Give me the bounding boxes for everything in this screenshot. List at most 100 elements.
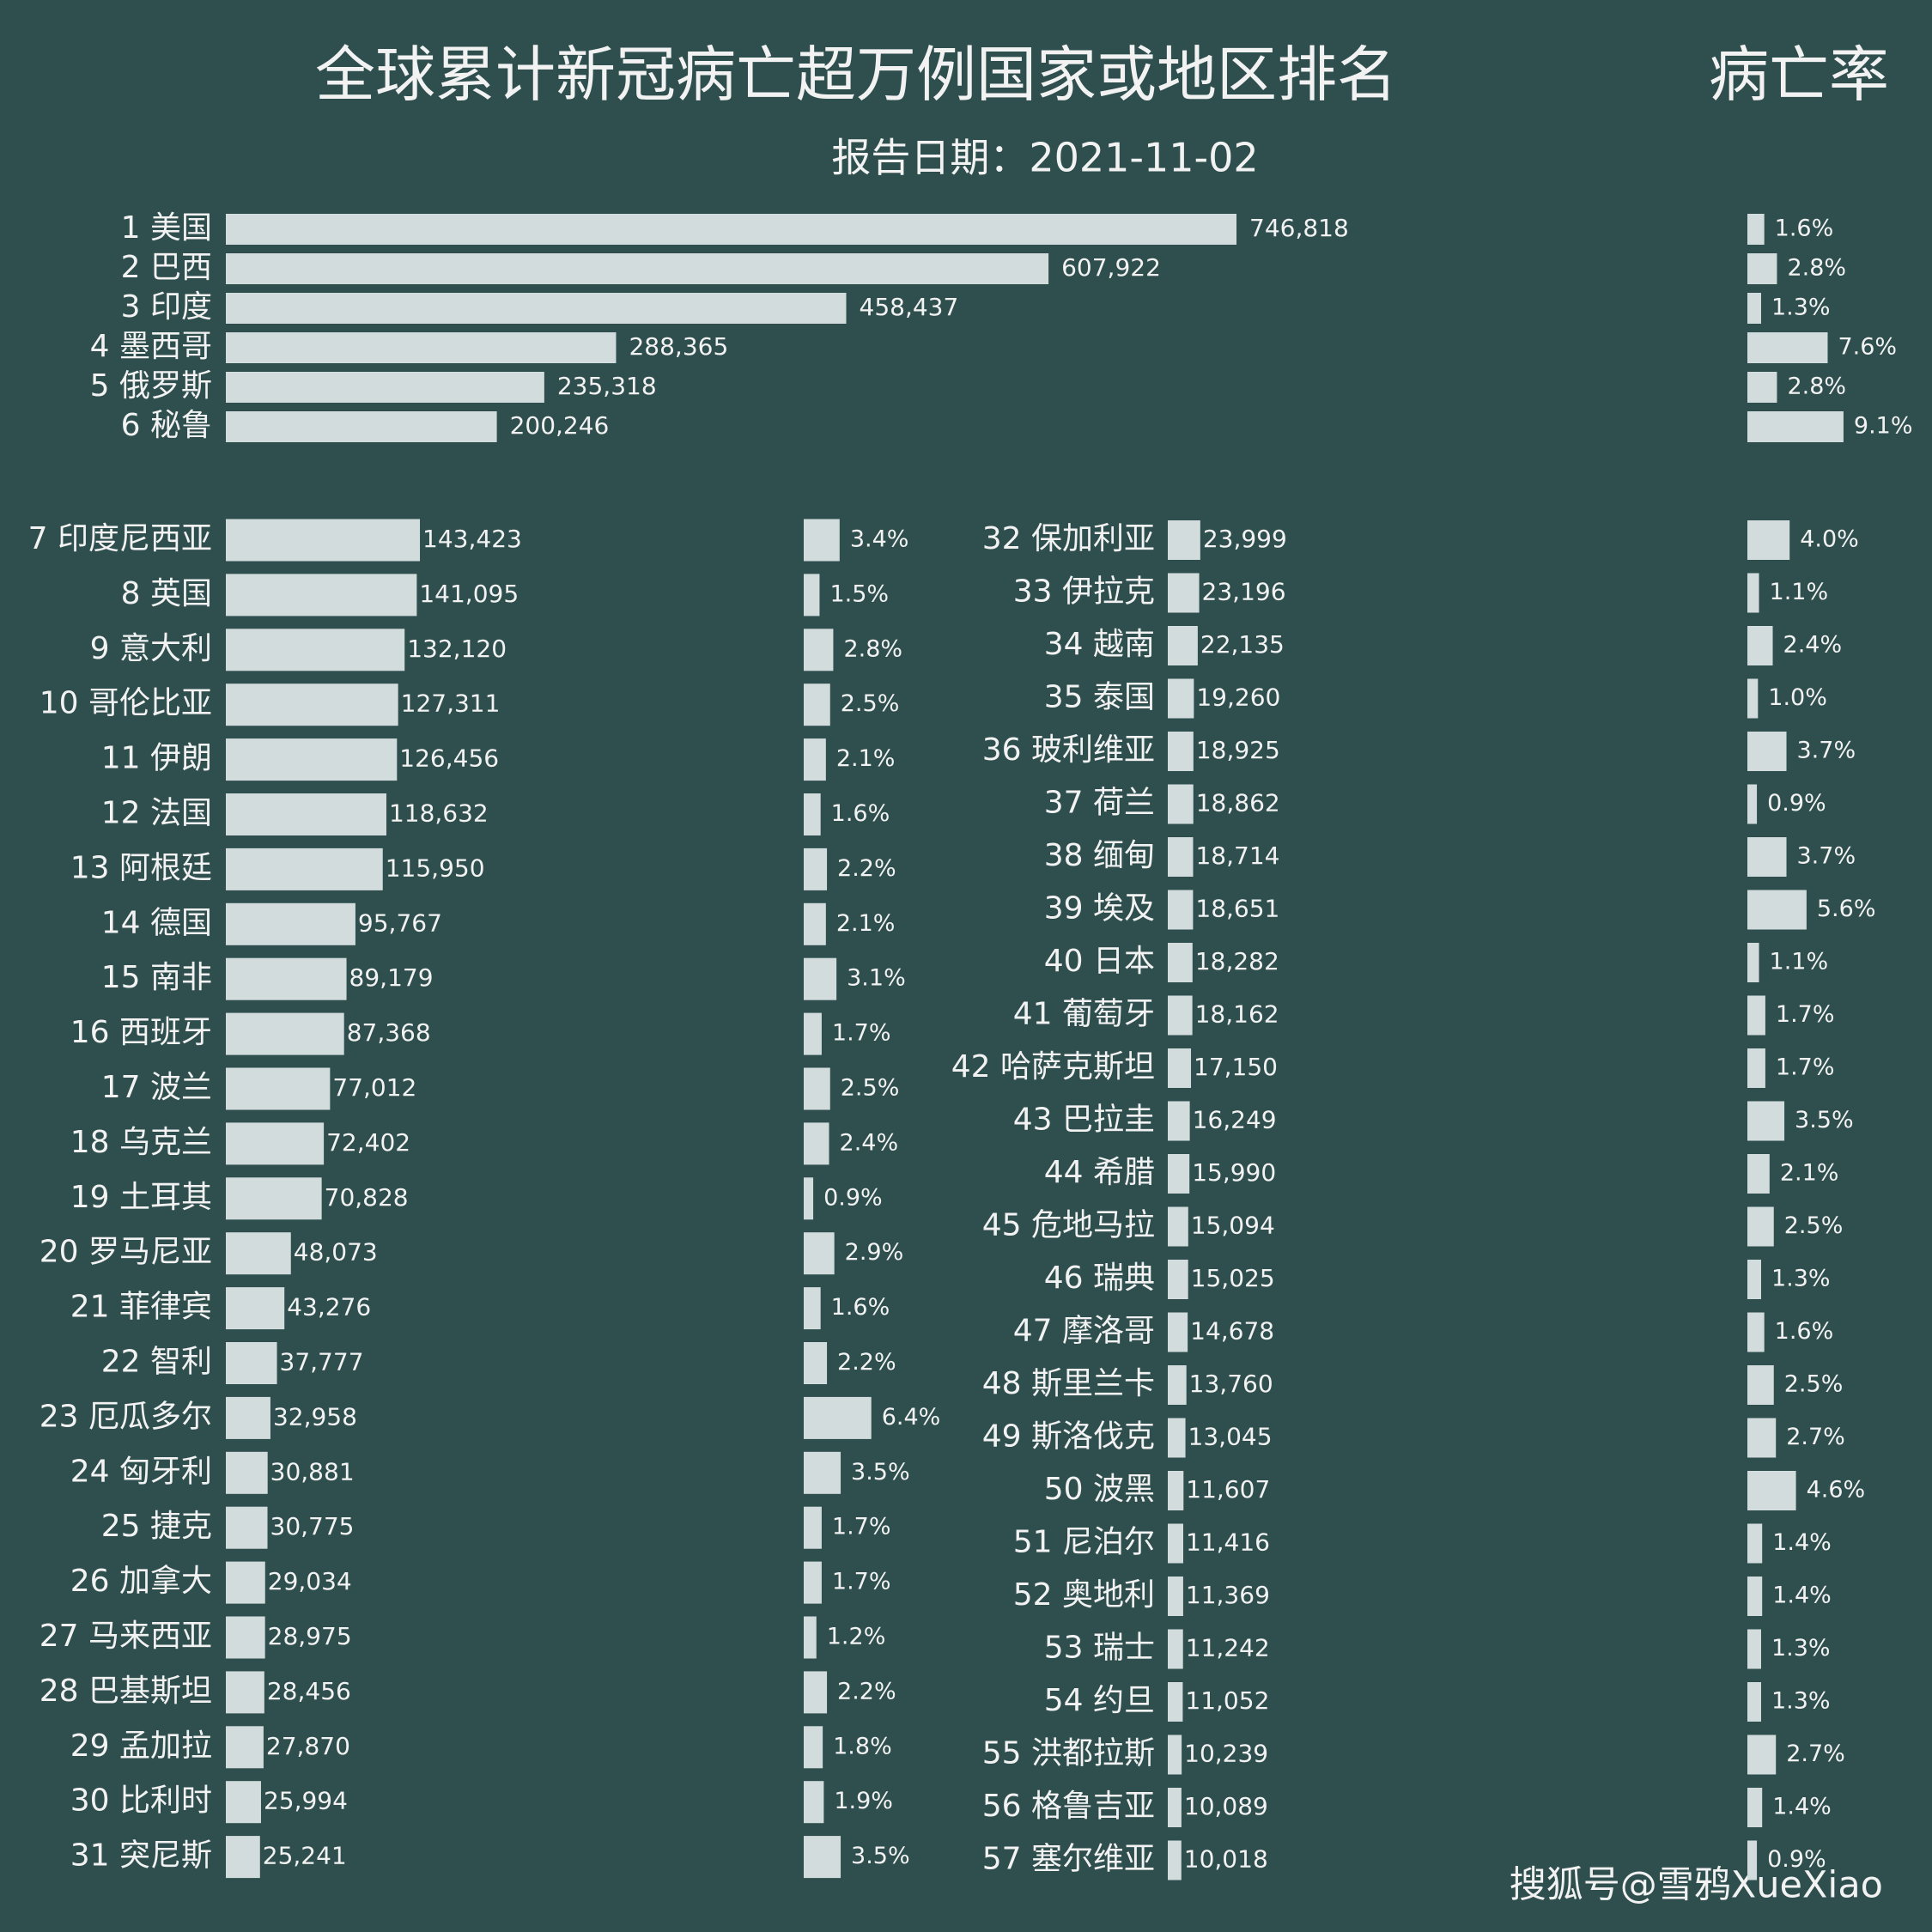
rate-bar — [804, 629, 834, 671]
death-bar — [1168, 1365, 1187, 1405]
death-label: 132,120 — [407, 635, 507, 663]
death-bar — [226, 957, 347, 1000]
rate-label: 1.7% — [1776, 1001, 1835, 1028]
death-bar — [226, 1561, 265, 1604]
category-label: 51 尼泊尔 — [1013, 1525, 1155, 1560]
rate-label: 4.0% — [1800, 526, 1859, 553]
rate-bar — [1747, 1101, 1785, 1141]
rate-bar — [1747, 1418, 1777, 1458]
rate-label: 2.5% — [841, 1075, 900, 1102]
rate-label: 3.5% — [851, 1843, 910, 1869]
rate-bar — [804, 1122, 829, 1165]
death-bar — [226, 683, 398, 726]
death-label: 11,052 — [1185, 1686, 1269, 1715]
category-label: 52 奥地利 — [1013, 1577, 1155, 1613]
rate-label: 1.7% — [1776, 1054, 1835, 1081]
death-label: 10,239 — [1184, 1740, 1268, 1768]
death-bar — [226, 629, 405, 671]
rate-label: 2.8% — [1787, 374, 1846, 400]
rate-label: 6.4% — [882, 1404, 941, 1431]
rate-label: 2.2% — [837, 1349, 896, 1376]
death-bar — [1168, 995, 1193, 1036]
death-bar — [1168, 1840, 1182, 1880]
rate-bar — [804, 1177, 814, 1220]
death-bar — [1168, 890, 1194, 930]
death-bar — [1168, 1048, 1192, 1088]
rate-bar — [1747, 1260, 1761, 1299]
rate-label: 1.6% — [831, 1294, 890, 1321]
category-label: 48 斯里兰卡 — [982, 1366, 1155, 1401]
rate-label: 2.7% — [1786, 1424, 1845, 1450]
rate-label: 3.7% — [1797, 843, 1856, 870]
category-label: 11 伊朗 — [101, 741, 212, 776]
rate-label: 1.9% — [834, 1788, 893, 1814]
rate-bar — [804, 1451, 841, 1494]
rate-label: 1.4% — [1772, 1583, 1832, 1609]
rate-label: 1.1% — [1770, 579, 1829, 605]
category-label: 49 斯洛伐克 — [982, 1419, 1155, 1455]
category-label: 54 约旦 — [1044, 1683, 1155, 1718]
death-bar — [1168, 1312, 1188, 1352]
category-label: 57 塞尔维亚 — [982, 1842, 1155, 1877]
rate-label: 1.3% — [1771, 1688, 1831, 1715]
death-label: 70,828 — [325, 1183, 409, 1212]
category-label: 23 厄瓜多尔 — [39, 1399, 212, 1434]
death-label: 77,012 — [332, 1073, 416, 1102]
rate-label: 1.3% — [1771, 1635, 1831, 1662]
chart-title: 全球累计新冠病亡超万例国家或地区排名 — [315, 39, 1397, 110]
rate-label: 3.1% — [847, 965, 906, 992]
category-label: 10 哥伦比亚 — [39, 686, 212, 721]
death-label: 13,045 — [1188, 1423, 1273, 1451]
death-bar — [226, 1506, 268, 1549]
rate-bar — [1747, 332, 1828, 363]
category-label: 3 印度 — [121, 289, 212, 325]
rate-bar — [804, 738, 826, 781]
death-bar — [226, 519, 421, 562]
death-label: 115,950 — [386, 854, 485, 882]
rate-label: 2.5% — [1784, 1212, 1844, 1239]
category-label: 16 西班牙 — [70, 1015, 212, 1050]
death-label: 19,260 — [1196, 683, 1280, 712]
rate-label: 1.6% — [1775, 216, 1834, 242]
death-label: 28,975 — [268, 1622, 352, 1650]
rate-label: 1.3% — [1771, 295, 1831, 321]
category-label: 5 俄罗斯 — [90, 368, 212, 404]
category-label: 29 孟加拉 — [70, 1728, 212, 1764]
rate-label: 2.1% — [1780, 1160, 1839, 1187]
death-bar — [226, 1012, 344, 1055]
death-bar — [226, 214, 1236, 245]
rate-label: 9.1% — [1854, 413, 1913, 440]
rate-bar — [1747, 1154, 1770, 1194]
category-label: 12 法国 — [101, 796, 212, 831]
rate-label: 2.5% — [1784, 1371, 1844, 1398]
death-label: 10,089 — [1184, 1792, 1268, 1820]
rate-bar — [1747, 1206, 1774, 1247]
rate-bar — [1747, 1577, 1763, 1616]
category-label: 20 罗马尼亚 — [39, 1235, 212, 1270]
rate-bar — [1747, 1365, 1774, 1405]
rate-label: 1.4% — [1772, 1529, 1832, 1556]
rate-bar — [804, 1506, 822, 1549]
rate-bar — [1747, 1629, 1761, 1669]
rate-bar — [1747, 890, 1807, 930]
death-bar — [1168, 1577, 1183, 1616]
category-label: 30 比利时 — [70, 1783, 212, 1819]
category-label: 1 美国 — [121, 210, 212, 246]
death-bar — [1168, 1682, 1183, 1722]
rate-bar — [1747, 520, 1790, 560]
death-bar — [1168, 1260, 1188, 1299]
death-label: 15,990 — [1192, 1158, 1276, 1187]
category-label: 6 秘鲁 — [121, 408, 212, 443]
rate-label: 2.8% — [1787, 255, 1846, 282]
death-label: 32,958 — [273, 1402, 357, 1431]
rate-bar — [804, 1287, 821, 1330]
death-bar — [226, 1726, 264, 1769]
death-label: 89,179 — [349, 963, 434, 992]
rate-bar — [1747, 678, 1759, 719]
category-label: 47 摩洛哥 — [1013, 1314, 1155, 1349]
category-label: 28 巴基斯坦 — [39, 1674, 212, 1709]
death-label: 30,881 — [270, 1457, 355, 1485]
death-bar — [1168, 678, 1194, 719]
category-label: 32 保加利亚 — [982, 521, 1155, 556]
death-bar — [226, 1451, 268, 1494]
